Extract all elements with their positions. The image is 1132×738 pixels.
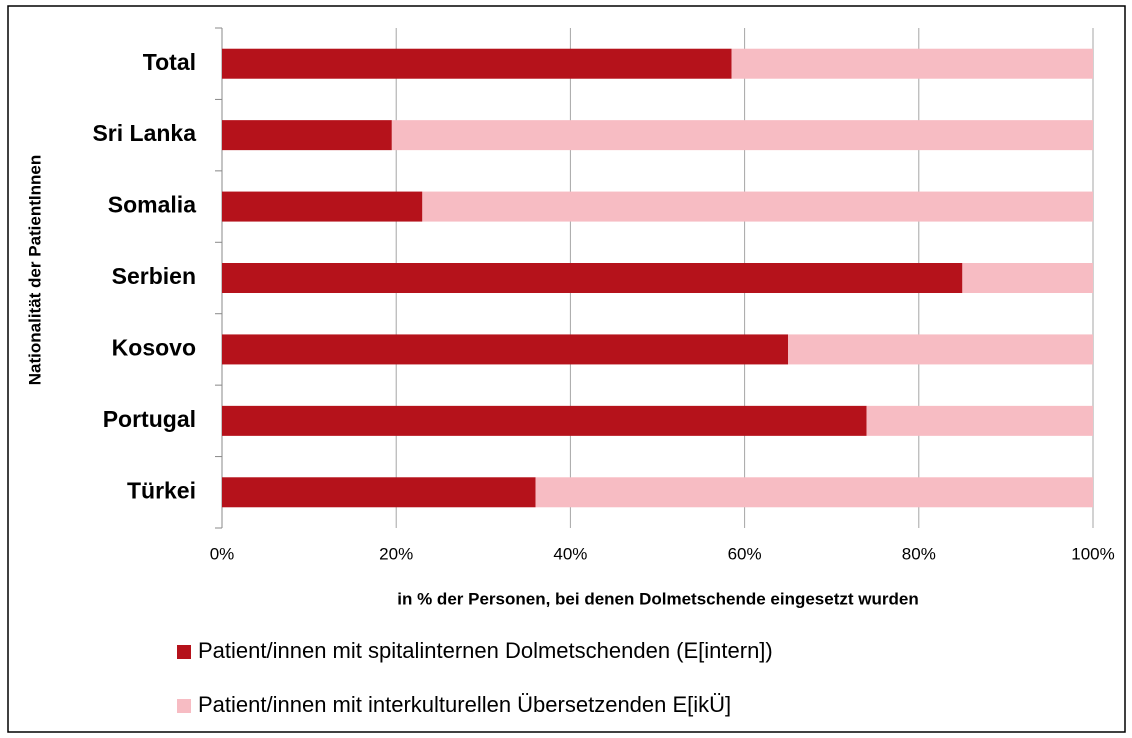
x-tick-label: 20% <box>379 544 413 563</box>
y-tick-label: Kosovo <box>112 335 196 361</box>
bar-segment <box>535 477 1093 508</box>
bar-segment <box>391 120 1094 151</box>
legend-swatch <box>177 645 191 659</box>
x-axis-title: in % der Personen, bei denen Dolmetschen… <box>397 589 918 608</box>
frame <box>7 5 1126 733</box>
bar-segment <box>866 405 1093 436</box>
legend-label: Patient/innen mit interkulturellen Übers… <box>198 692 731 717</box>
x-tick-label: 0% <box>210 544 235 563</box>
bar-segment <box>222 191 423 222</box>
bar-segment <box>962 263 1093 293</box>
x-tick-label: 40% <box>553 544 587 563</box>
y-tick-label: Serbien <box>112 263 196 289</box>
legend-label: Patient/innen mit spitalinternen Dolmets… <box>198 638 773 663</box>
bar-segment <box>222 405 867 436</box>
x-tick-label: 100% <box>1071 544 1114 563</box>
y-tick-label: Total <box>143 49 196 75</box>
bar-segment <box>222 48 732 79</box>
bar-segment <box>788 334 1093 365</box>
bar-segment <box>222 477 536 508</box>
y-tick-label: Türkei <box>127 477 196 503</box>
bar-segment <box>422 191 1094 222</box>
x-tick-label: 80% <box>902 544 936 563</box>
bar-segment <box>222 334 789 365</box>
y-tick-label: Somalia <box>108 192 196 218</box>
bar-segment <box>222 263 963 293</box>
x-tick-label: 60% <box>728 544 762 563</box>
y-tick-label: Sri Lanka <box>92 120 196 146</box>
legend-swatch <box>177 699 191 713</box>
y-axis-title: Nationalität der PatientInnen <box>25 155 44 385</box>
y-tick-label: Portugal <box>103 406 196 432</box>
bar-segment <box>222 120 392 151</box>
bar-segment <box>731 48 1093 79</box>
